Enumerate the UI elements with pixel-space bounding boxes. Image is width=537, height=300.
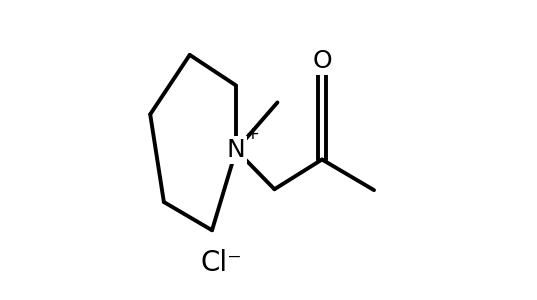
Text: O: O [312,49,332,73]
Text: N: N [227,138,245,162]
Text: +: + [245,125,259,143]
Text: Cl⁻: Cl⁻ [200,249,242,277]
